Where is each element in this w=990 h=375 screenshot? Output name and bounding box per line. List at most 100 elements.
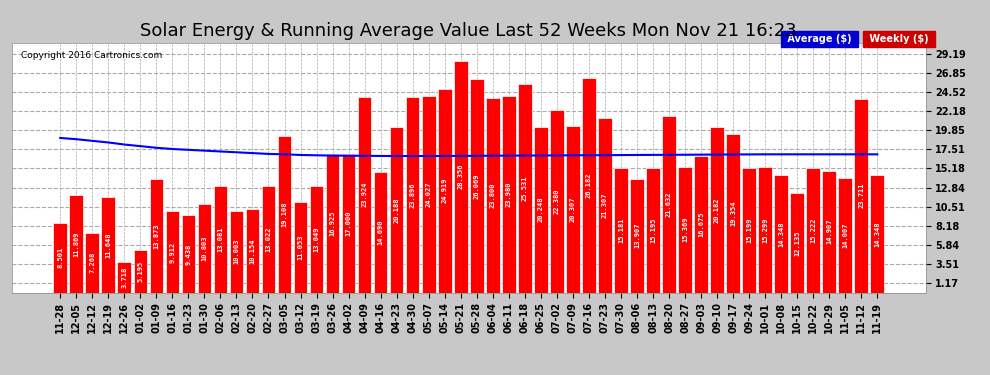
Text: 20.188: 20.188 [394, 197, 400, 223]
Bar [149, 179, 163, 292]
Bar [710, 128, 724, 292]
Bar [53, 223, 67, 292]
Text: 15.199: 15.199 [746, 217, 752, 243]
Text: 7.268: 7.268 [89, 252, 95, 273]
Bar [198, 204, 211, 292]
Text: 20.248: 20.248 [538, 197, 544, 222]
Bar [294, 202, 307, 292]
Bar [727, 134, 740, 292]
Text: 26.069: 26.069 [474, 173, 480, 199]
Text: 14.348: 14.348 [778, 221, 784, 247]
Bar [854, 99, 868, 292]
Text: 13.022: 13.022 [265, 226, 271, 252]
Bar [454, 61, 467, 292]
Bar [774, 175, 788, 292]
Text: 19.108: 19.108 [281, 202, 287, 227]
Bar [230, 211, 244, 292]
Bar [326, 154, 340, 292]
Text: 13.907: 13.907 [634, 223, 640, 248]
Bar [470, 80, 483, 292]
Bar [550, 110, 563, 292]
Text: 14.690: 14.690 [377, 220, 384, 245]
Text: 20.182: 20.182 [714, 197, 720, 223]
Text: 10.003: 10.003 [234, 239, 240, 264]
Bar [790, 193, 804, 292]
Text: 16.925: 16.925 [330, 210, 336, 236]
Bar [69, 195, 83, 292]
Bar [807, 168, 820, 292]
Text: 15.222: 15.222 [810, 217, 816, 243]
Bar [134, 250, 148, 292]
Text: 24.027: 24.027 [426, 182, 432, 207]
Text: 23.800: 23.800 [490, 183, 496, 208]
Bar [422, 96, 436, 292]
Text: 16.675: 16.675 [698, 211, 704, 237]
Text: 23.896: 23.896 [410, 182, 416, 207]
Text: 13.873: 13.873 [153, 223, 159, 249]
Text: 14.348: 14.348 [874, 221, 880, 247]
Text: 12.135: 12.135 [794, 230, 800, 256]
Bar [486, 98, 500, 292]
Text: 23.924: 23.924 [361, 182, 367, 207]
Bar [246, 210, 259, 292]
Text: 25.531: 25.531 [522, 176, 528, 201]
Bar [342, 153, 355, 292]
Text: 3.718: 3.718 [122, 267, 128, 288]
Bar [102, 197, 115, 292]
Text: Copyright 2016 Cartronics.com: Copyright 2016 Cartronics.com [21, 51, 162, 60]
Bar [646, 168, 659, 292]
Text: 17.000: 17.000 [346, 210, 351, 236]
Bar [534, 127, 547, 292]
Text: 22.380: 22.380 [553, 188, 560, 214]
Text: 14.907: 14.907 [827, 219, 833, 244]
Bar [357, 97, 371, 292]
Bar [582, 78, 596, 292]
Bar [374, 172, 387, 292]
Text: 19.354: 19.354 [730, 201, 737, 226]
Text: 21.307: 21.307 [602, 193, 608, 218]
Bar [118, 262, 131, 292]
Text: 15.195: 15.195 [650, 217, 656, 243]
Text: 15.369: 15.369 [682, 217, 688, 242]
Bar [165, 211, 179, 292]
Bar [823, 171, 836, 292]
Bar [598, 118, 612, 292]
Text: 28.356: 28.356 [457, 164, 463, 189]
Text: 10.803: 10.803 [201, 236, 208, 261]
Bar [662, 116, 676, 292]
Text: Average ($): Average ($) [784, 34, 855, 44]
Text: 23.980: 23.980 [506, 182, 512, 207]
Bar [278, 136, 291, 292]
Bar [438, 89, 451, 292]
Text: 15.181: 15.181 [618, 218, 624, 243]
Text: 11.869: 11.869 [73, 231, 79, 257]
Bar [694, 156, 708, 292]
Text: 24.919: 24.919 [442, 178, 447, 203]
Text: Weekly ($): Weekly ($) [866, 34, 933, 44]
Bar [631, 179, 644, 292]
Bar [181, 215, 195, 292]
Text: 11.053: 11.053 [298, 235, 304, 260]
Text: 11.648: 11.648 [105, 232, 111, 258]
Text: 15.299: 15.299 [762, 217, 768, 243]
Bar [518, 84, 532, 292]
Bar [261, 186, 275, 292]
Bar [390, 128, 404, 292]
Bar [85, 233, 99, 292]
Bar [839, 178, 852, 292]
Bar [742, 168, 756, 292]
Text: 23.711: 23.711 [858, 183, 864, 209]
Text: 14.007: 14.007 [842, 222, 848, 248]
Text: 13.081: 13.081 [218, 226, 224, 252]
Text: 5.195: 5.195 [138, 261, 144, 282]
Bar [566, 126, 580, 292]
Text: 26.182: 26.182 [586, 173, 592, 198]
Text: 9.912: 9.912 [169, 242, 175, 262]
Bar [310, 186, 324, 292]
Bar [406, 97, 420, 292]
Text: 20.307: 20.307 [570, 197, 576, 222]
Title: Solar Energy & Running Average Value Last 52 Weeks Mon Nov 21 16:23: Solar Energy & Running Average Value Las… [141, 22, 797, 40]
Bar [214, 186, 228, 292]
Bar [678, 167, 692, 292]
Text: 10.154: 10.154 [249, 238, 255, 264]
